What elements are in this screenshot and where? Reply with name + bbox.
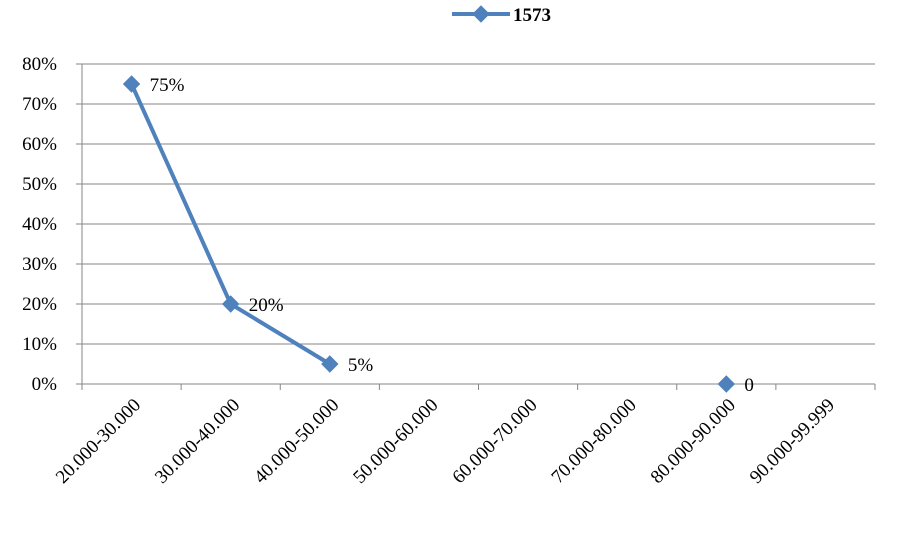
- data-label: 20%: [249, 295, 284, 316]
- y-tick-label: 0%: [32, 374, 58, 395]
- y-tick-label: 60%: [22, 134, 57, 155]
- data-labels: 75% 20% 5% 0: [150, 75, 754, 396]
- data-point-marker: [221, 295, 240, 313]
- y-tick-label: 20%: [22, 294, 57, 315]
- axes: 0% 10% 20% 30% 40% 50% 60% 70% 80% 20.000-30.000 3…: [22, 54, 876, 488]
- x-tick-label: 30.000-40.000: [151, 395, 244, 488]
- data-point-marker: [321, 355, 339, 373]
- y-tick-label: 10%: [22, 334, 57, 355]
- gridlines: [82, 63, 875, 345]
- x-tick-label: 70.000-80.000: [548, 395, 641, 488]
- y-tick-label: 50%: [22, 174, 57, 195]
- legend: 1573: [452, 5, 551, 26]
- legend-marker: [472, 5, 490, 23]
- x-tick-label: 60.000-70.000: [448, 395, 541, 488]
- data-point-marker: [717, 375, 736, 393]
- x-tick-label: 80.000-90.000: [647, 395, 740, 488]
- y-tick-label: 80%: [22, 54, 57, 75]
- x-tick-label: 40.000-50.000: [250, 395, 343, 488]
- legend-label: 1573: [513, 5, 551, 26]
- series-layer: [122, 75, 736, 393]
- x-tick-label: 20.000-30.000: [52, 395, 145, 488]
- data-label: 0: [744, 375, 754, 396]
- x-tick-label: 90.000-99.999: [746, 395, 839, 488]
- data-point-marker: [122, 75, 141, 93]
- x-tick-label: 50.000-60.000: [349, 395, 442, 488]
- data-label: 75%: [150, 75, 185, 96]
- y-tick-label: 30%: [22, 254, 57, 275]
- y-tick-label: 40%: [22, 214, 57, 235]
- data-label: 5%: [348, 355, 374, 376]
- y-tick-label: 70%: [22, 94, 57, 115]
